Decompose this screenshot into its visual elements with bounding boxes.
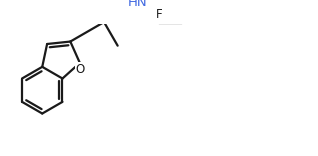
Text: HN: HN (128, 0, 148, 9)
Text: F: F (156, 8, 162, 21)
Text: O: O (75, 63, 85, 76)
